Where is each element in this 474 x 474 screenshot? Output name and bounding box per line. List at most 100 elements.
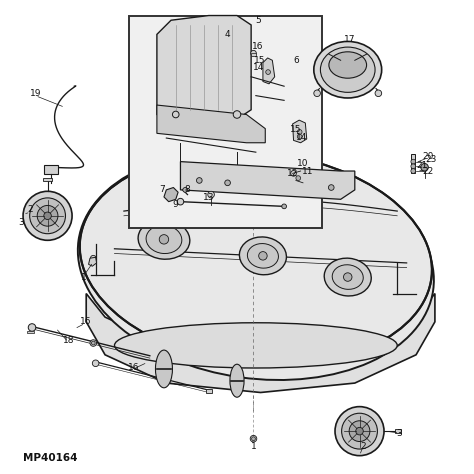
Circle shape: [411, 159, 416, 164]
Polygon shape: [292, 120, 307, 143]
Ellipse shape: [314, 41, 382, 98]
Text: 18: 18: [63, 336, 74, 345]
Bar: [206, 389, 212, 393]
Circle shape: [349, 421, 370, 441]
Circle shape: [356, 428, 363, 435]
Text: 13: 13: [203, 193, 214, 202]
Polygon shape: [157, 16, 251, 124]
Circle shape: [251, 50, 256, 56]
Circle shape: [342, 413, 377, 449]
Ellipse shape: [332, 265, 363, 289]
Text: 21: 21: [416, 161, 428, 170]
Ellipse shape: [78, 151, 434, 380]
Bar: [44, 165, 58, 174]
Circle shape: [173, 111, 179, 118]
Circle shape: [91, 255, 96, 261]
Circle shape: [375, 90, 382, 97]
Circle shape: [421, 164, 428, 171]
Circle shape: [91, 341, 95, 345]
Text: 5: 5: [255, 16, 261, 25]
Text: 22: 22: [422, 166, 433, 175]
Circle shape: [335, 407, 384, 456]
Polygon shape: [157, 105, 265, 143]
Bar: [395, 429, 401, 433]
Text: 1: 1: [251, 442, 256, 451]
Circle shape: [252, 437, 255, 440]
Circle shape: [197, 178, 202, 183]
Circle shape: [44, 212, 51, 219]
Circle shape: [30, 198, 65, 234]
Circle shape: [92, 360, 99, 366]
Text: 1: 1: [81, 273, 87, 282]
Text: 17: 17: [344, 35, 356, 44]
Text: 23: 23: [426, 155, 437, 164]
Text: 20: 20: [422, 153, 434, 161]
Circle shape: [177, 198, 184, 205]
Text: 7: 7: [159, 185, 164, 194]
Circle shape: [259, 252, 267, 260]
Circle shape: [37, 205, 58, 226]
Circle shape: [159, 235, 169, 244]
Circle shape: [233, 111, 241, 118]
Ellipse shape: [320, 47, 375, 92]
Bar: [27, 331, 35, 333]
Text: 8: 8: [185, 185, 191, 194]
Circle shape: [297, 129, 302, 134]
Circle shape: [183, 188, 188, 192]
Text: 6: 6: [293, 56, 299, 65]
Circle shape: [297, 134, 302, 139]
Ellipse shape: [329, 52, 366, 78]
Circle shape: [266, 70, 271, 74]
Polygon shape: [263, 58, 275, 84]
Polygon shape: [89, 257, 97, 266]
Ellipse shape: [115, 323, 397, 368]
Bar: [128, 16, 322, 228]
Circle shape: [314, 90, 320, 97]
Polygon shape: [181, 162, 355, 199]
Text: 16: 16: [128, 364, 139, 373]
Ellipse shape: [239, 237, 286, 275]
Circle shape: [411, 169, 416, 173]
Text: 4: 4: [225, 30, 230, 39]
Ellipse shape: [80, 151, 432, 365]
Text: 3: 3: [397, 429, 402, 438]
Bar: [411, 154, 415, 173]
Circle shape: [208, 191, 214, 198]
Circle shape: [28, 324, 36, 331]
Text: 16: 16: [252, 42, 263, 51]
Polygon shape: [164, 188, 178, 201]
Bar: [43, 178, 52, 182]
Ellipse shape: [146, 225, 182, 254]
Text: 9: 9: [172, 200, 178, 209]
Text: 16: 16: [80, 317, 91, 326]
Ellipse shape: [230, 364, 244, 397]
Bar: [251, 53, 256, 55]
Text: 19: 19: [29, 89, 41, 98]
Ellipse shape: [138, 219, 190, 259]
Text: 2: 2: [28, 205, 34, 214]
Text: 2: 2: [360, 442, 366, 451]
Circle shape: [90, 340, 97, 346]
Circle shape: [250, 436, 257, 442]
Text: MP40164: MP40164: [23, 453, 77, 463]
Text: 10: 10: [297, 159, 309, 168]
Circle shape: [411, 164, 416, 169]
Ellipse shape: [324, 258, 371, 296]
Ellipse shape: [247, 244, 278, 268]
Circle shape: [225, 180, 230, 186]
Circle shape: [23, 191, 72, 240]
Circle shape: [296, 176, 301, 181]
Circle shape: [282, 204, 286, 209]
Circle shape: [291, 171, 296, 176]
Text: 3: 3: [19, 219, 25, 228]
Text: 14: 14: [253, 63, 264, 72]
Ellipse shape: [155, 350, 173, 388]
Text: 15: 15: [254, 56, 265, 65]
Circle shape: [344, 273, 352, 281]
Text: 14: 14: [296, 133, 308, 142]
Circle shape: [328, 185, 334, 191]
Text: 15: 15: [290, 125, 301, 134]
Polygon shape: [86, 293, 435, 392]
Text: 12: 12: [287, 169, 298, 178]
Text: 11: 11: [302, 166, 313, 175]
